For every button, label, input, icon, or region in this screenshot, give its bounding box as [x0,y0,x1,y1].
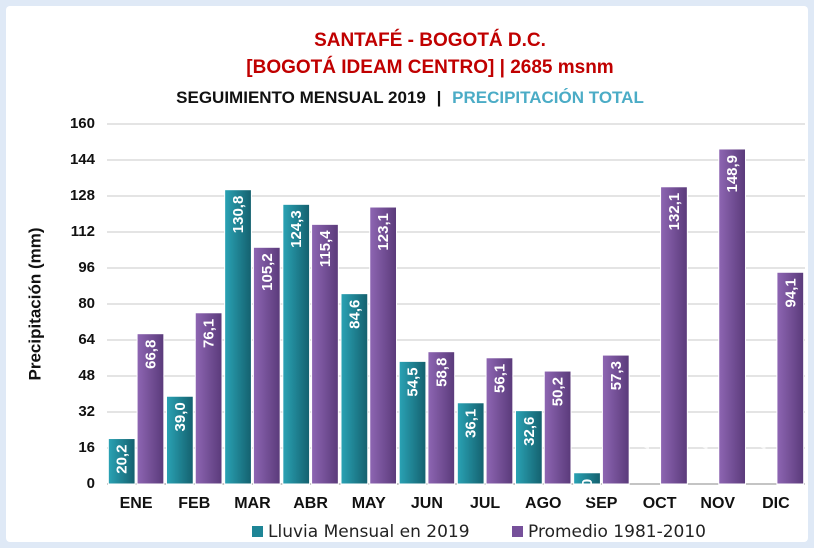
bar [282,203,311,485]
y-axis-label: Precipitación (mm) [25,227,44,380]
x-tick-label: MAR [234,495,271,512]
x-tick-label: AGO [525,495,561,512]
x-tick-label: JUL [470,495,500,512]
x-tick-label: NOV [700,495,735,512]
data-label: 54,5 [405,367,422,396]
data-label: 5,0 [579,479,596,500]
x-tick-label: SEP [585,495,617,512]
x-tick-label: OCT [643,495,677,512]
chart-subtitle: SEGUIMIENTO MENSUAL 2019 | PRECIPITACIÓN… [176,88,644,107]
bar [456,402,485,485]
y-tick-label: 128 [70,187,95,204]
data-label: 20,2 [114,445,131,474]
bar [136,333,165,485]
x-tick-label: ABR [293,495,328,512]
y-tick-label: 48 [78,367,95,384]
data-label: 148,9 [724,155,741,193]
bar [776,271,805,485]
y-tick-label: 32 [78,403,95,420]
bar [718,148,747,485]
data-label: 58,8 [433,358,450,387]
subtitle-part: PRECIPITACIÓN TOTAL [452,88,644,107]
bar [165,395,194,485]
bar [340,293,369,485]
bar [398,360,427,485]
y-tick-label: 160 [70,115,95,132]
data-label: 115,4 [317,230,334,267]
x-tick-label: ENE [120,495,153,512]
data-label: #N/A [636,439,653,473]
data-label: #N/A [694,439,711,473]
data-label: 66,8 [142,340,159,369]
subtitle-separator: | [437,88,442,107]
bar [369,206,398,485]
data-label: 57,3 [608,361,625,390]
bar [573,472,601,485]
subtitle-part: SEGUIMIENTO MENSUAL 2019 [176,88,426,107]
bar [427,351,456,485]
data-label: 76,1 [201,319,218,348]
legend-swatch [252,526,263,537]
legend-label: Lluvia Mensual en 2019 [268,522,470,542]
y-tick-label: 64 [78,331,95,348]
bar [485,357,514,485]
bar [194,312,223,485]
x-tick-label: JUN [411,495,443,512]
bar [252,246,281,485]
data-label: 50,2 [550,377,567,406]
data-label: 94,1 [782,278,799,307]
data-label: 123,1 [375,213,392,251]
data-label: 32,6 [521,417,538,446]
data-label: 132,1 [666,193,683,231]
data-label: 84,6 [346,300,363,329]
y-tick-label: 16 [78,439,95,456]
chart-title: SANTAFÉ - BOGOTÁ D.C. [314,29,546,51]
data-label: 124,3 [288,210,305,248]
bar [311,223,339,485]
data-label: 56,1 [491,364,508,393]
bar [543,370,572,485]
data-label: 36,1 [463,409,480,438]
y-tick-label: 80 [78,295,95,312]
bar [107,438,136,485]
y-tick-label: 96 [78,259,95,276]
x-tick-label: MAY [352,495,386,512]
bar [224,189,252,485]
x-tick-label: DIC [762,495,790,512]
data-label: 105,2 [259,253,276,291]
y-tick-label: 144 [70,151,96,168]
data-label: 39,0 [172,402,189,431]
data-label: 130,8 [230,196,247,234]
chart-title-line2: [BOGOTÁ IDEAM CENTRO] | 2685 msnm [246,56,613,78]
bar [660,186,688,485]
x-tick-label: FEB [178,495,210,512]
bar [601,354,630,485]
y-tick-label: 0 [87,475,95,492]
bar [514,410,543,485]
legend-swatch [512,526,523,537]
y-tick-label: 112 [71,223,95,240]
legend-label: Promedio 1981-2010 [528,522,706,542]
data-label: #N/A [753,439,770,473]
